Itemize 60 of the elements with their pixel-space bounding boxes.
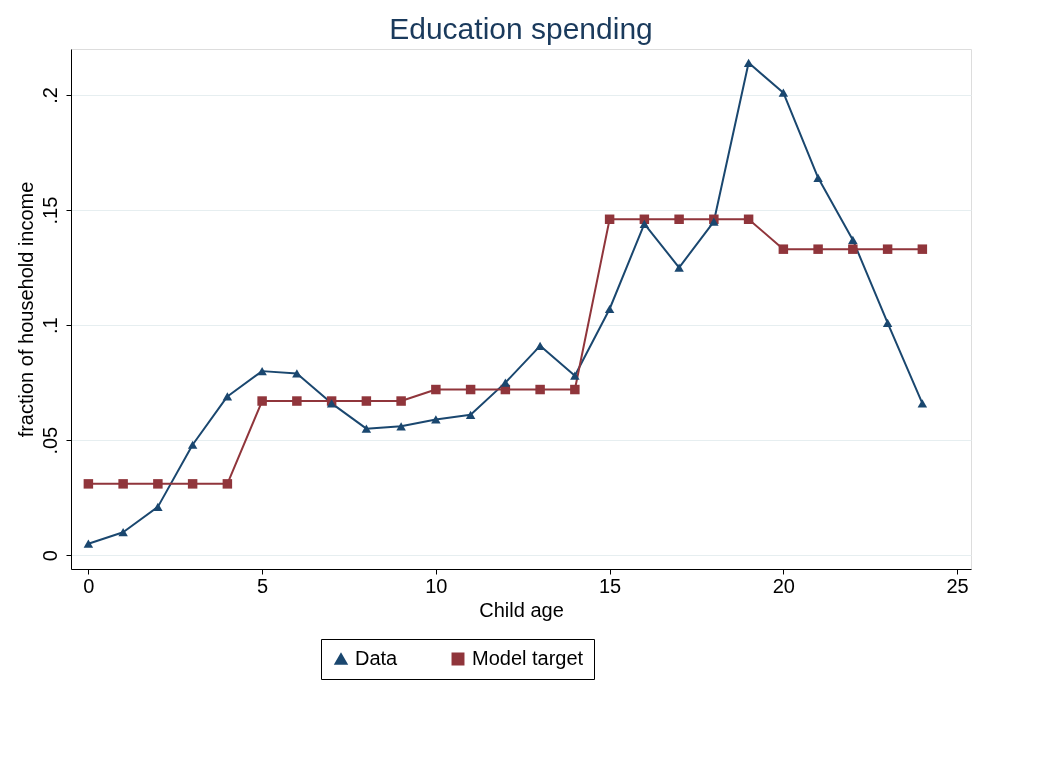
point (535, 341, 545, 350)
x-tick-label: 20 (772, 574, 795, 597)
x-tick-label: 5 (257, 574, 269, 597)
x-tick-label: 15 (598, 574, 622, 597)
point (882, 318, 893, 327)
point (118, 528, 128, 537)
point (222, 479, 233, 489)
point (187, 440, 198, 449)
point (604, 304, 615, 314)
point (917, 244, 928, 254)
point (396, 422, 406, 431)
legend-label: Model target (472, 647, 584, 669)
point (361, 424, 372, 433)
point (153, 502, 163, 511)
point (674, 263, 684, 272)
point (118, 479, 128, 489)
point (257, 367, 267, 376)
point (848, 235, 858, 245)
legend-label: Data (355, 647, 399, 669)
point (257, 396, 267, 406)
point (743, 214, 754, 225)
point (813, 244, 823, 254)
y-axis-title: fraction of household income (14, 181, 37, 438)
x-tick-label: 10 (425, 574, 448, 597)
y-tick-label: 0 (38, 550, 61, 562)
point (292, 369, 302, 378)
x-axis-title: Child age (479, 598, 564, 621)
point (465, 410, 476, 419)
point (674, 214, 684, 225)
point (813, 173, 823, 182)
point (431, 415, 441, 424)
point (604, 214, 615, 225)
point (361, 396, 372, 406)
point (83, 539, 94, 548)
point (570, 384, 580, 395)
point (500, 378, 511, 387)
point (431, 384, 441, 395)
chart-title: Education spending (389, 12, 653, 45)
point (848, 244, 858, 254)
point (743, 58, 754, 67)
y-tick-label: .2 (38, 87, 61, 104)
point (222, 392, 233, 401)
point (292, 396, 302, 406)
point (882, 244, 893, 254)
y-tick-label: .1 (38, 317, 61, 334)
point (778, 244, 789, 254)
y-tick-label: .15 (38, 196, 61, 225)
point (83, 479, 94, 489)
point (153, 479, 163, 489)
x-tick-label: 0 (83, 574, 95, 597)
point (465, 384, 476, 395)
point (917, 399, 928, 408)
y-tick-label: .05 (38, 426, 61, 455)
point (570, 371, 580, 380)
point (187, 479, 198, 489)
point (535, 384, 545, 395)
point (639, 219, 650, 228)
point (778, 88, 789, 97)
point (396, 396, 406, 406)
x-tick-label: 25 (946, 574, 969, 597)
